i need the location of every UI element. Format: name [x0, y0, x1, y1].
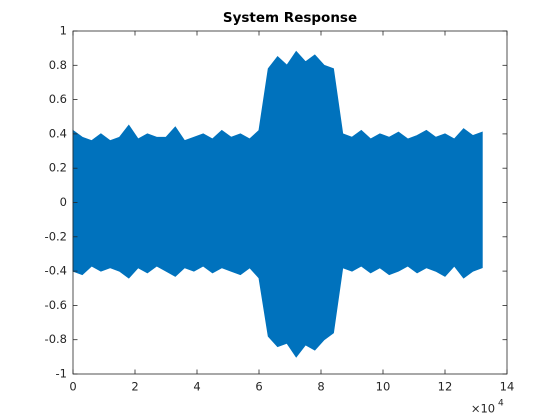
x-exponent-base: ×10: [471, 402, 495, 416]
chart-title: System Response: [223, 10, 357, 26]
x-tick-label: 10: [376, 380, 391, 394]
y-tick-label: -0.8: [45, 332, 67, 346]
x-tick-label: 2: [131, 380, 138, 394]
signal-area: [72, 50, 483, 358]
y-tick-label: 1: [60, 24, 67, 38]
y-tick-label: 0.4: [49, 126, 67, 140]
y-tick-label: -0.6: [45, 298, 67, 312]
y-tick-label: -0.2: [45, 229, 67, 243]
x-tick-label: 14: [500, 380, 515, 394]
x-tick-label: 8: [317, 380, 324, 394]
y-tick-label: -1: [56, 367, 67, 381]
x-tick-label: 6: [255, 380, 262, 394]
y-tick-label: -0.4: [45, 264, 67, 278]
x-tick-label: 4: [193, 380, 200, 394]
y-tick-label: 0.2: [49, 161, 67, 175]
x-tick-label: 12: [438, 380, 453, 394]
x-tick-label: 0: [69, 380, 76, 394]
y-tick-label: 0: [60, 195, 67, 209]
y-tick-label: 0.6: [49, 92, 67, 106]
y-tick-label: 0.8: [49, 58, 67, 72]
x-exponent: 4: [498, 399, 504, 409]
